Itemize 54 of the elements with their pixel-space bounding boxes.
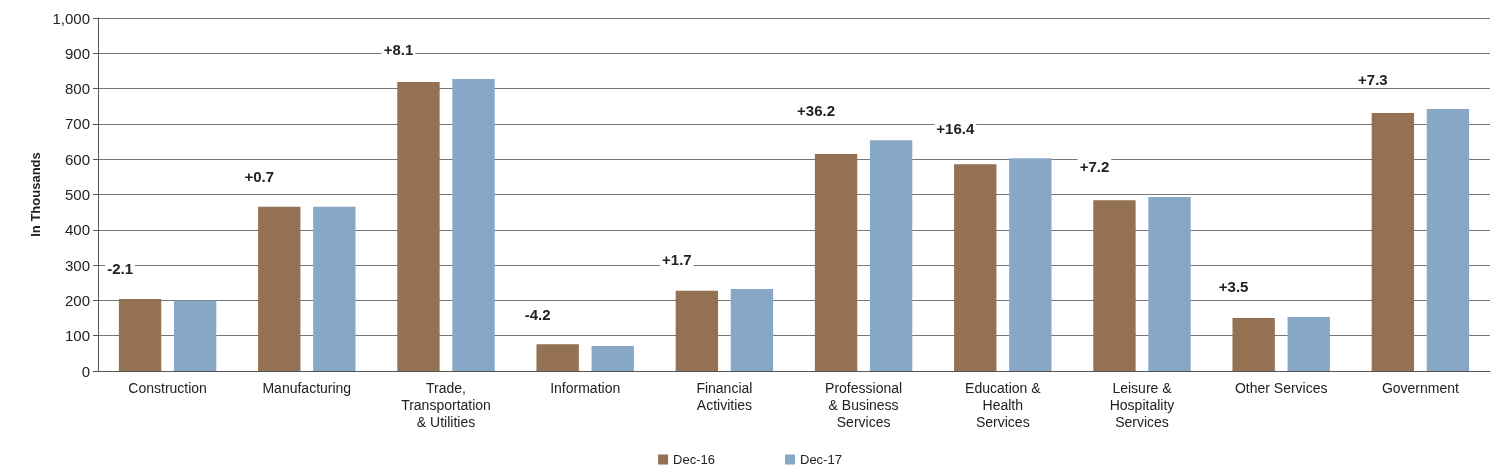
annotation: +0.7: [244, 168, 275, 186]
y-tick-label: 100: [64, 327, 90, 345]
legend-label: Dec-17: [800, 452, 842, 467]
legend-label: Dec-16: [673, 452, 716, 467]
annotation: -4.2: [524, 305, 551, 323]
y-tick-label: 600: [64, 150, 90, 168]
y-tick-label: 1,000: [52, 9, 90, 27]
bar: [675, 290, 719, 371]
bar: [397, 81, 440, 371]
annotation: -2.1: [107, 260, 133, 278]
bar: [313, 206, 356, 371]
y-tick-label: 400: [64, 221, 90, 239]
bar: [452, 79, 495, 371]
bar: [591, 345, 634, 371]
bar: [869, 140, 913, 371]
x-tick-label: Manufacturing: [262, 379, 352, 396]
annotation: +36.2: [797, 101, 836, 119]
y-tick-label: 300: [64, 256, 90, 274]
bar: [258, 206, 301, 371]
bar: [118, 298, 162, 371]
y-tick-label: 200: [64, 291, 90, 309]
x-tick-label: Government: [1381, 379, 1460, 396]
annotation: +7.2: [1079, 158, 1110, 176]
bar: [1009, 158, 1052, 371]
bar: [1371, 112, 1415, 371]
x-tick-label: Professional & Business Services: [825, 379, 903, 430]
x-tick-label: Trade, Transportation & Utilities: [401, 379, 491, 430]
x-tick-label: Leisure & Hospitality Services: [1109, 379, 1175, 430]
bar: [1148, 196, 1191, 371]
x-tick-label: Construction: [128, 379, 207, 396]
annotation: +1.7: [662, 250, 692, 268]
x-tick-label: Other Services: [1234, 379, 1328, 396]
y-tick-label: 800: [64, 80, 90, 98]
annotation: +16.4: [936, 119, 975, 137]
bar: [1232, 318, 1275, 371]
bar: [730, 289, 774, 371]
bar: [1287, 316, 1330, 371]
x-tick-label: Education & Health Services: [965, 379, 1042, 430]
y-tick-label: 0: [81, 362, 90, 380]
bar: [173, 300, 217, 371]
y-tick-label: 900: [64, 44, 90, 62]
annotation: +8.1: [383, 40, 414, 58]
bar: [1426, 109, 1470, 371]
bar: [1093, 200, 1136, 371]
x-tick-label: Information: [550, 379, 621, 396]
annotation: +3.5: [1218, 278, 1249, 296]
bar: [536, 344, 579, 371]
bar: [954, 164, 997, 371]
annotation: +7.3: [1358, 70, 1388, 88]
bar: [814, 153, 858, 371]
x-tick-label: Financial Activities: [696, 379, 753, 413]
y-tick-label: 500: [64, 186, 90, 203]
y-tick-label: 700: [64, 115, 90, 133]
y-axis-title: In Thousands: [27, 152, 43, 237]
